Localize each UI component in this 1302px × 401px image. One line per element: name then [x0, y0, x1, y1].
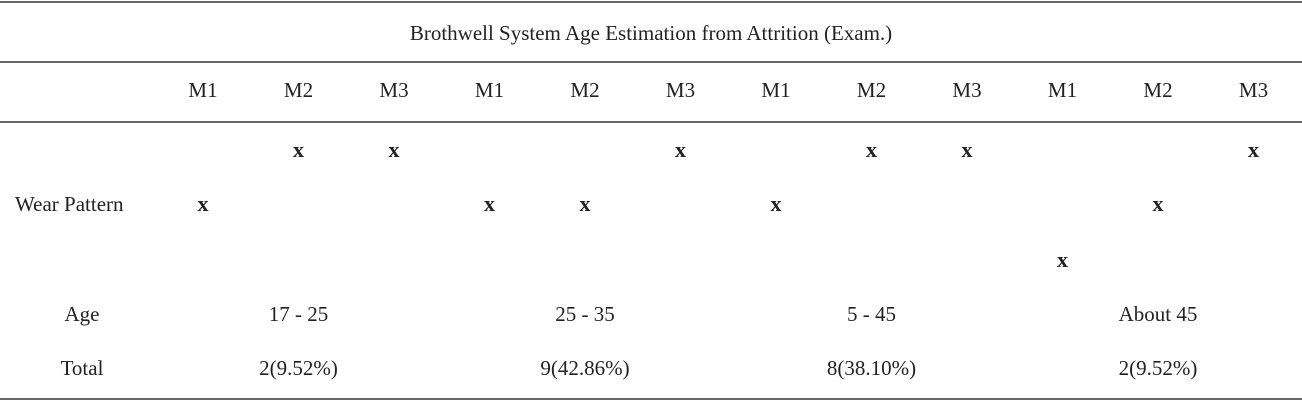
wear-mark: x [866, 137, 877, 162]
age-cell: 25 - 35 [555, 302, 615, 326]
row-label: Wear Pattern [15, 192, 124, 216]
wear-mark: x [293, 137, 304, 162]
column-header: M1 [188, 78, 217, 102]
column-header: M2 [570, 78, 599, 102]
column-header: M1 [761, 78, 790, 102]
column-header: M3 [666, 78, 695, 102]
wear-mark: x [1057, 247, 1068, 272]
wear-mark: x [1153, 191, 1164, 216]
age-cell: About 45 [1119, 302, 1198, 326]
wear-mark: x [771, 191, 782, 216]
total-cell: 8(38.10%) [827, 356, 916, 380]
row-label: Age [65, 302, 100, 326]
column-header: M3 [1239, 78, 1268, 102]
total-cell: 9(42.86%) [540, 356, 629, 380]
age-cell: 17 - 25 [269, 302, 329, 326]
wear-mark: x [580, 191, 591, 216]
column-header: M3 [952, 78, 981, 102]
wear-mark: x [1248, 137, 1259, 162]
wear-mark: x [675, 137, 686, 162]
row-label: Total [61, 356, 104, 380]
total-cell: 2(9.52%) [1119, 356, 1198, 380]
age-cell: 5 - 45 [847, 302, 896, 326]
wear-mark: x [389, 137, 400, 162]
column-header: M1 [1048, 78, 1077, 102]
column-header: M1 [475, 78, 504, 102]
column-header: M2 [857, 78, 886, 102]
wear-mark: x [198, 191, 209, 216]
wear-mark: x [484, 191, 495, 216]
wear-mark: x [962, 137, 973, 162]
column-header: M2 [1143, 78, 1172, 102]
column-header: M2 [284, 78, 313, 102]
column-header: M3 [379, 78, 408, 102]
table-title: Brothwell System Age Estimation from Att… [410, 21, 892, 45]
total-cell: 2(9.52%) [259, 356, 338, 380]
